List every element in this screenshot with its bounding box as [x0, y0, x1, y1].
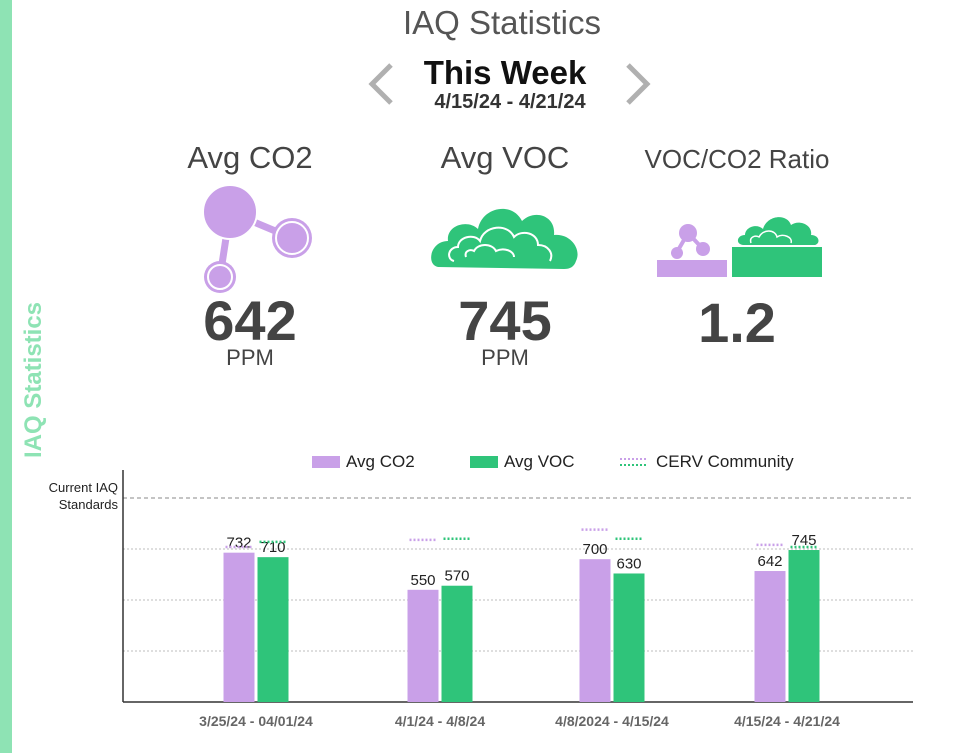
bar-co2-1 [223, 552, 255, 702]
data-label-voc-1: 710 [260, 539, 285, 556]
voc-co2-ratio-value: 1.2 [698, 291, 776, 354]
legend-swatch-voc [470, 456, 498, 468]
avg-co2-title: Avg CO2 [187, 140, 313, 175]
x-tick-label-2: 4/1/24 - 4/8/24 [395, 713, 486, 729]
side-accent-bar [0, 0, 12, 753]
avg-co2-unit: PPM [226, 345, 274, 370]
legend-label-voc: Avg VOC [504, 452, 575, 471]
standard-label-line-1: Current IAQ [49, 480, 118, 495]
previous-week-button[interactable] [367, 62, 397, 106]
data-label-voc-4: 745 [791, 532, 816, 549]
standard-label-line-2: Standards [59, 497, 119, 512]
legend-swatch-community [620, 458, 648, 466]
avg-co2-value: 642 [203, 289, 297, 352]
weekly-iaq-bar-chart: Current IAQ Standards 732 710 3/25/24 - 04/0… [49, 470, 913, 729]
next-week-button[interactable] [622, 62, 652, 106]
bar-co2-3 [579, 559, 611, 702]
ratio-icon [657, 217, 822, 277]
x-tick-label-3: 4/8/2024 - 4/15/24 [555, 713, 669, 729]
data-label-voc-3: 630 [616, 555, 641, 572]
data-label-co2-3: 700 [582, 541, 607, 558]
bar-voc-4 [788, 550, 820, 702]
period-date-range: 4/15/24 - 4/21/24 [434, 91, 586, 113]
legend-item-community: CERV Community [620, 451, 794, 473]
x-tick-label-1: 3/25/24 - 04/01/24 [199, 713, 313, 729]
legend-item-voc: Avg VOC [470, 451, 575, 473]
avg-voc-unit: PPM [481, 345, 529, 370]
co2-molecule-icon [202, 184, 312, 293]
legend-label-co2: Avg CO2 [346, 452, 415, 471]
bar-voc-3 [613, 573, 645, 702]
legend-swatch-co2 [312, 456, 340, 468]
bar-voc-2 [441, 585, 473, 702]
sidebar-label: IAQ Statistics [20, 301, 47, 459]
avg-voc-title: Avg VOC [440, 140, 570, 175]
legend-label-community: CERV Community [656, 452, 794, 471]
data-label-voc-2: 570 [444, 568, 469, 585]
page-title: IAQ Statistics [402, 4, 602, 41]
avg-voc-value: 745 [458, 289, 552, 352]
bar-voc-1 [257, 557, 289, 702]
data-label-co2-4: 642 [757, 553, 782, 570]
bar-co2-4 [754, 571, 786, 702]
data-label-co2-2: 550 [410, 572, 435, 589]
chevron-right-icon [626, 63, 651, 105]
chevron-left-icon [368, 63, 393, 105]
x-tick-label-4: 4/15/24 - 4/21/24 [734, 713, 840, 729]
bar-co2-2 [407, 589, 439, 702]
data-label-co2-1: 732 [226, 535, 251, 552]
legend-item-co2: Avg CO2 [312, 451, 415, 473]
period-label: This Week [423, 54, 587, 91]
voc-cloud-icon [431, 208, 578, 269]
voc-co2-ratio-title: VOC/CO2 Ratio [644, 144, 830, 174]
